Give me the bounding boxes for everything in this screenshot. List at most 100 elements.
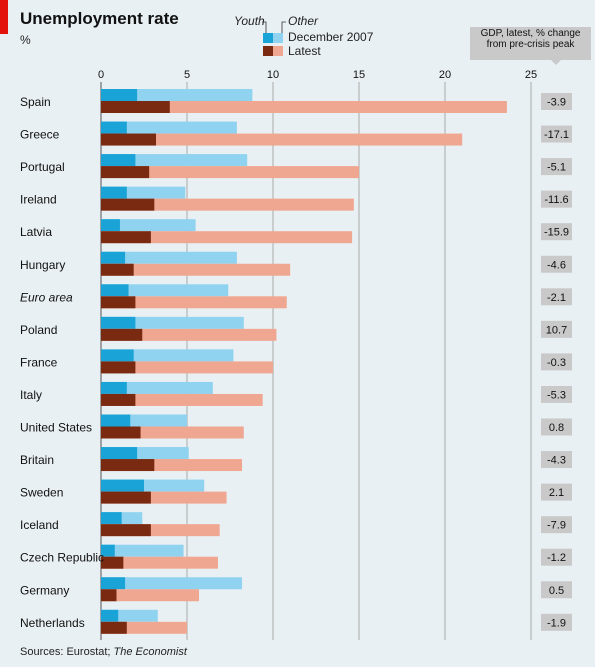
category-label-latvia: Latvia [20,225,52,239]
category-label-hungary: Hungary [20,258,65,272]
gdp-value-hungary: -4.6 [547,259,566,271]
bar-youth-latest-ireland [101,198,155,211]
bar-youth-dec2007-britain [101,447,138,460]
bar-youth-latest-greece [101,133,157,146]
accent-bar [0,0,8,34]
gdp-value-portugal: -5.1 [547,162,566,174]
x-tick-label-10: 10 [267,69,279,81]
bar-other-dec2007-euro-area [101,284,229,297]
category-label-united-states: United States [20,421,92,435]
category-label-ireland: Ireland [20,193,57,207]
gdp-value-britain: -4.3 [547,455,566,467]
bar-other-dec2007-portugal [101,154,248,167]
bar-youth-dec2007-germany [101,577,126,590]
category-label-greece: Greece [20,128,60,142]
source-label: Sources: Eurostat; [20,646,114,658]
bar-youth-latest-sweden [101,491,151,504]
legend-youth-label: Youth [234,14,265,28]
gdp-value-iceland: -7.9 [547,520,566,532]
bar-youth-dec2007-italy [101,381,127,394]
bar-youth-latest-euro-area [101,296,136,309]
gdp-box-united-states [541,418,572,436]
gdp-value-italy: -5.3 [547,389,566,401]
bar-youth-dec2007-greece [101,121,127,134]
bar-youth-latest-united-states [101,426,141,439]
bar-youth-latest-poland [101,328,143,341]
gdp-header-pointer [551,60,561,65]
bar-other-latest-latvia [101,231,353,244]
bar-other-dec2007-poland [101,316,244,329]
bar-youth-latest-netherlands [101,621,127,634]
source-publication: The Economist [113,646,187,658]
gdp-value-ireland: -11.6 [544,194,568,206]
bar-youth-latest-portugal [101,166,150,179]
bar-youth-latest-czech-republic [101,556,124,569]
bar-youth-latest-germany [101,589,117,602]
legend-other-leader [281,21,286,33]
bar-other-latest-portugal [101,166,359,179]
bar-other-dec2007-france [101,349,234,362]
bar-other-dec2007-latvia [101,219,196,232]
category-label-czech-republic: Czech Republic [20,551,104,565]
bar-other-dec2007-germany [101,577,243,590]
bar-other-latest-hungary [101,263,291,276]
x-tick-label-5: 5 [184,69,190,81]
gdp-value-euro-area: -2.1 [547,292,566,304]
category-label-britain: Britain [20,453,54,467]
gdp-box-poland [541,320,572,338]
gdp-box-czech-republic [541,548,572,566]
bar-other-dec2007-greece [101,121,237,134]
x-tick-label-20: 20 [439,69,451,81]
bar-youth-dec2007-euro-area [101,284,129,297]
bar-youth-dec2007-sweden [101,479,144,492]
gdp-box-netherlands [541,613,572,631]
category-label-poland: Poland [20,323,57,337]
gdp-value-czech-republic: -1.2 [547,552,566,564]
gdp-box-france [541,353,572,371]
bar-other-latest-france [101,361,273,374]
bar-youth-latest-britain [101,459,155,472]
category-label-portugal: Portugal [20,160,65,174]
gdp-box-greece [541,125,572,143]
category-label-euro-area: Euro area [20,290,73,304]
bar-youth-dec2007-czech-republic [101,544,115,557]
bar-youth-latest-france [101,361,136,374]
legend-youth-leader [262,21,267,33]
gdp-value-sweden: 2.1 [549,487,564,499]
bar-other-latest-italy [101,393,263,406]
gdp-value-poland: 10.7 [546,324,567,336]
gdp-box-britain [541,451,572,469]
bar-other-latest-poland [101,328,277,341]
gdp-box-spain [541,93,572,110]
legend-other-label: Other [288,14,319,28]
gdp-box-germany [541,581,572,599]
gdp-value-spain: -3.9 [547,97,566,109]
bar-youth-latest-spain [101,101,170,113]
bar-youth-latest-hungary [101,263,134,276]
legend-swatch-other-latest [273,46,283,56]
legend-swatches [262,21,286,56]
category-label-iceland: Iceland [20,518,59,532]
gdp-value-latvia: -15.9 [544,227,569,239]
source-note: Sources: Eurostat; The Economist [20,646,187,658]
gdp-box-ireland [541,190,572,208]
gdp-box-italy [541,385,572,403]
bar-youth-dec2007-portugal [101,154,136,167]
category-label-france: France [20,355,58,369]
x-tick-label-15: 15 [353,69,365,81]
bar-youth-latest-latvia [101,231,151,244]
gdp-value-france: -0.3 [547,357,566,369]
bar-youth-latest-italy [101,393,136,406]
gdp-box-sweden [541,483,572,501]
gdp-value-united-states: 0.8 [549,422,564,434]
chart-title: Unemployment rate [20,9,179,28]
bar-youth-dec2007-spain [101,89,138,101]
bar-youth-dec2007-latvia [101,219,120,232]
category-label-germany: Germany [20,583,69,597]
bar-youth-dec2007-poland [101,316,136,329]
bar-other-latest-ireland [101,198,354,211]
legend-dec2007-label: December 2007 [288,30,374,44]
bar-other-latest-spain [101,101,507,113]
bar-other-latest-euro-area [101,296,287,309]
legend-swatch-other-dec2007 [273,33,283,43]
